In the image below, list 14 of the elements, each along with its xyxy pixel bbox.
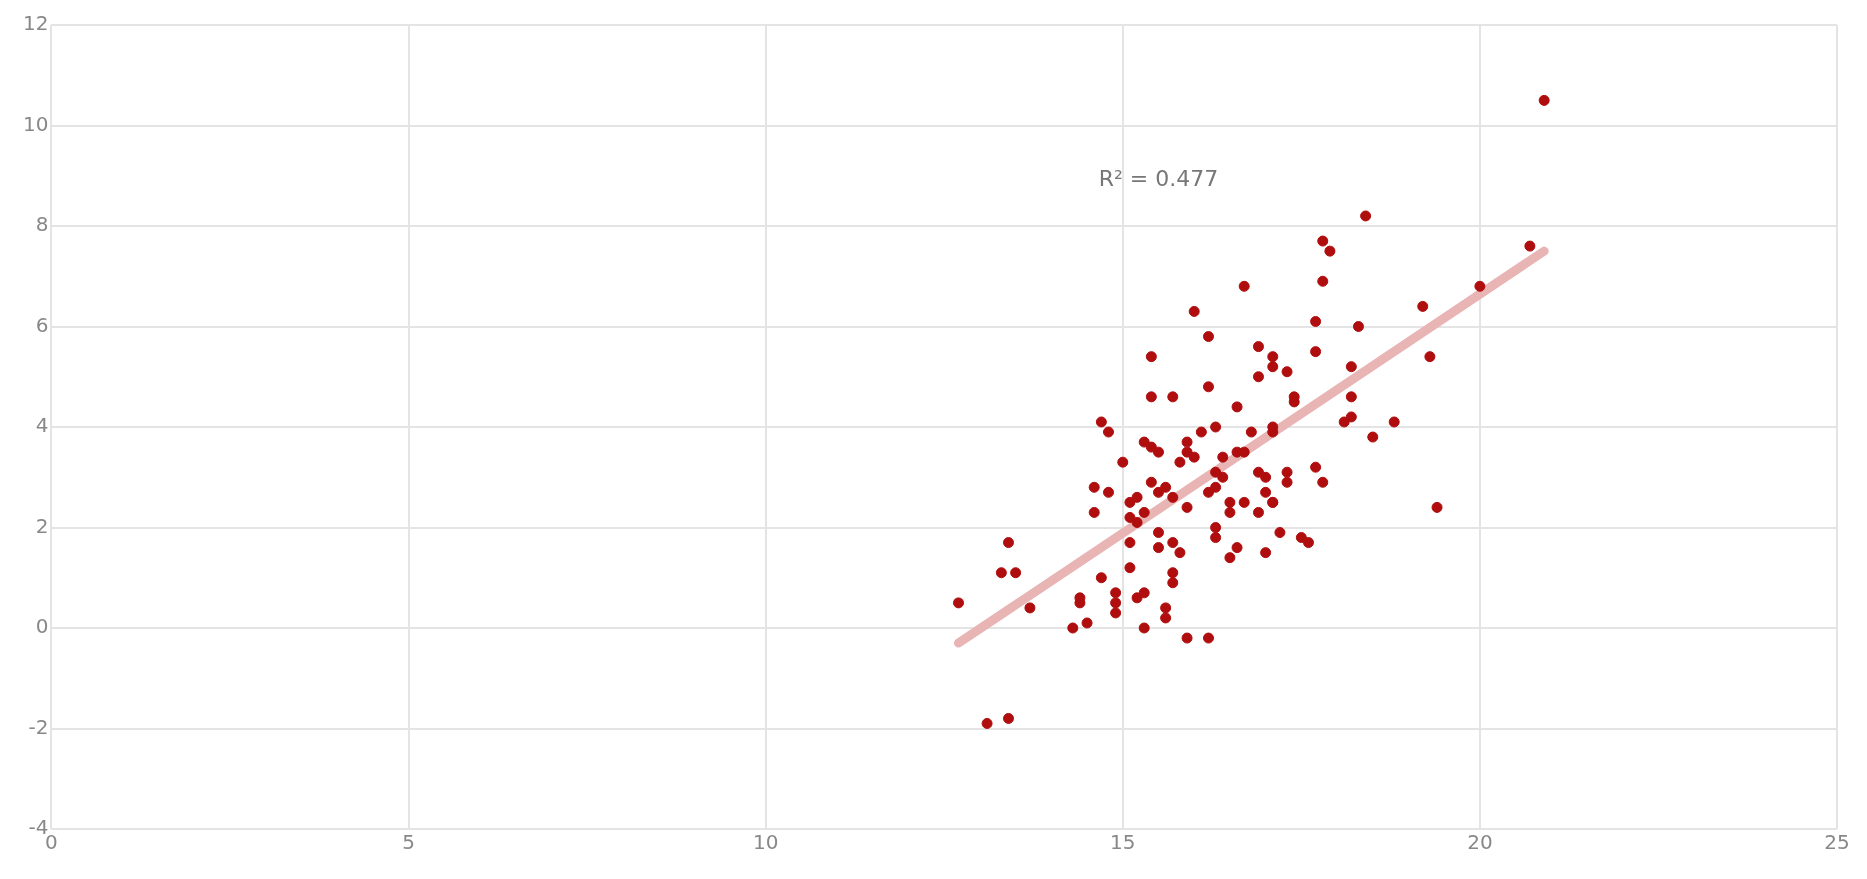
y-tick-label: 0 bbox=[35, 614, 49, 639]
y-tick-label: -2 bbox=[28, 714, 49, 739]
y-tick-label: 12 bbox=[23, 11, 49, 36]
y-tick-label: 6 bbox=[35, 312, 49, 337]
y-tick-label: 8 bbox=[35, 212, 49, 237]
x-tick-label: 20 bbox=[1467, 830, 1493, 855]
y-tick-label: 10 bbox=[23, 111, 49, 136]
y-tick-label: 4 bbox=[35, 413, 49, 438]
annotation: R² = 0.477 bbox=[1098, 165, 1219, 191]
x-tick-label: 10 bbox=[752, 830, 779, 855]
x-tick-label: 25 bbox=[1824, 830, 1850, 855]
x-tick-label: 15 bbox=[1110, 830, 1136, 855]
y-tick-label: 2 bbox=[35, 513, 49, 538]
x-tick-label: 5 bbox=[402, 830, 415, 855]
